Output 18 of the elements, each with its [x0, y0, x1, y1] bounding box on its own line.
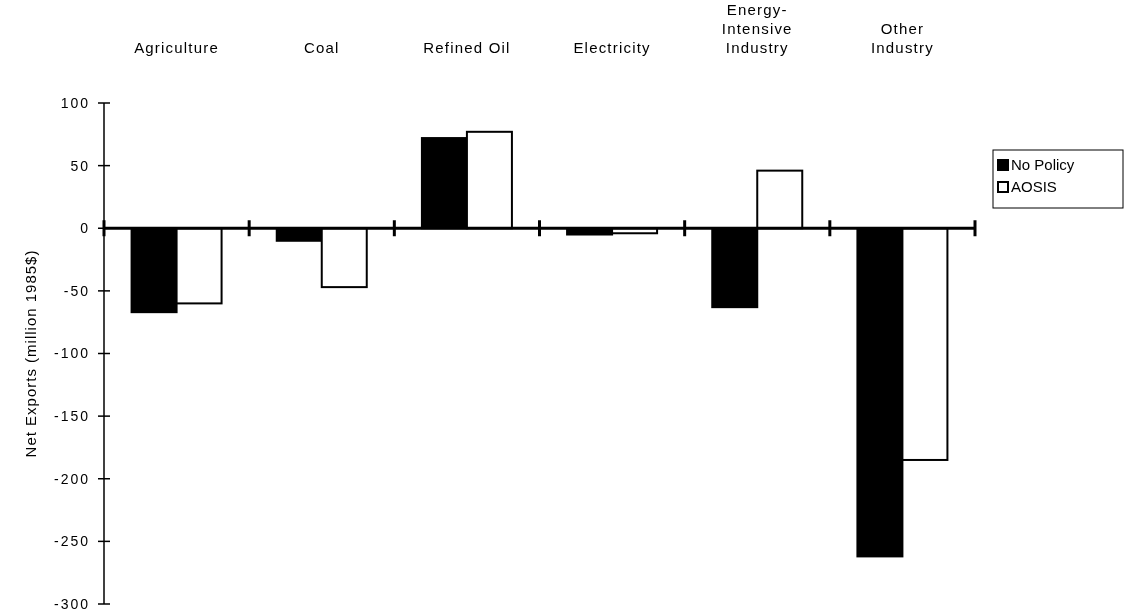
y-tick-label: -300 [53, 595, 90, 612]
y-tick-label: -50 [63, 282, 90, 299]
y-tick-label: -250 [53, 533, 90, 550]
x-tick-label: Other Industry [870, 20, 934, 56]
y-tick-label: -100 [53, 345, 90, 362]
x-tick-label: Refined Oil [423, 39, 511, 56]
y-tick-label: -150 [53, 408, 90, 425]
x-tick-label: Energy- Intensive Industry [721, 1, 793, 56]
x-tick-label: Agriculture [134, 39, 220, 56]
y-tick-label: -200 [53, 470, 90, 487]
x-tick-label: Electricity [573, 39, 651, 56]
legend-label: No Policy [1011, 156, 1075, 174]
y-tick-label: 50 [70, 157, 90, 174]
y-axis-title: Net Exports (million 1985$) [22, 249, 39, 458]
legend-label: AOSIS [1011, 178, 1057, 196]
y-tick-label: 0 [80, 220, 90, 237]
x-tick-label: Coal [303, 39, 340, 56]
y-tick-label: 100 [60, 94, 90, 111]
